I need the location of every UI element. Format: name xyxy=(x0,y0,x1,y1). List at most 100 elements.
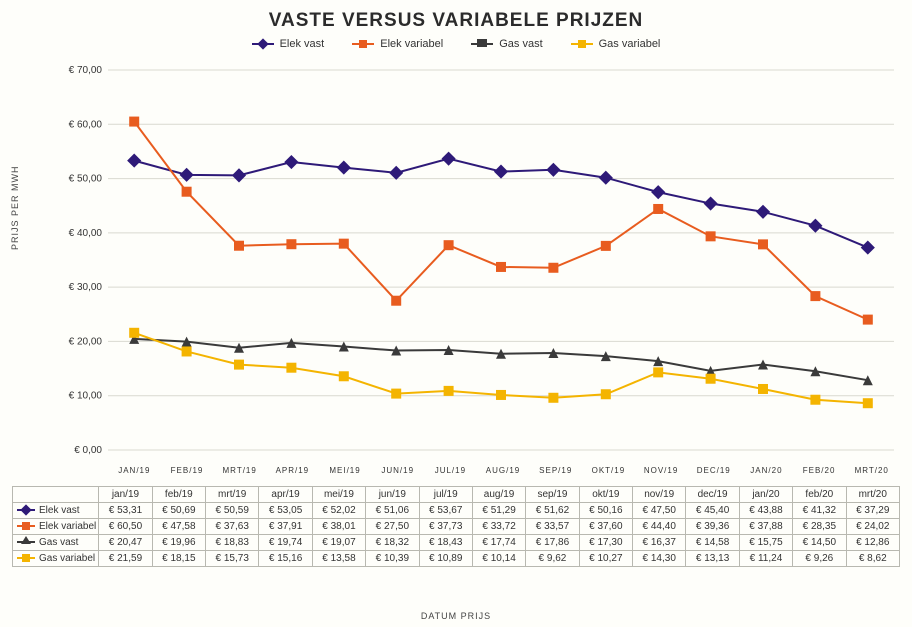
legend-label: Gas variabel xyxy=(599,38,661,50)
data-cell: € 53,05 xyxy=(259,503,312,519)
data-cell: € 14,50 xyxy=(793,535,846,551)
x-tick-label: NOV/19 xyxy=(635,466,688,475)
row-header: Gas vast xyxy=(13,535,99,551)
col-header: sep/19 xyxy=(526,487,579,503)
data-cell: € 33,72 xyxy=(472,519,525,535)
data-cell: € 10,27 xyxy=(579,551,632,567)
chart-title: VASTE VERSUS VARIABELE PRIJZEN xyxy=(0,0,912,32)
table-row: Gas variabel€ 21,59€ 18,15€ 15,73€ 15,16… xyxy=(13,551,900,567)
data-cell: € 17,30 xyxy=(579,535,632,551)
svg-text:€ 70,00: € 70,00 xyxy=(69,65,103,76)
col-header: mrt/20 xyxy=(846,487,899,503)
data-cell: € 50,16 xyxy=(579,503,632,519)
legend-item-elek-variabel: Elek variabel xyxy=(352,38,443,50)
series-marker-icon xyxy=(17,525,35,527)
svg-text:€ 60,00: € 60,00 xyxy=(69,119,103,130)
data-cell: € 37,63 xyxy=(206,519,259,535)
data-cell: € 37,88 xyxy=(739,519,792,535)
data-cell: € 51,06 xyxy=(366,503,419,519)
svg-text:€ 30,00: € 30,00 xyxy=(69,282,103,293)
data-cell: € 17,86 xyxy=(526,535,579,551)
data-cell: € 15,75 xyxy=(739,535,792,551)
data-cell: € 50,59 xyxy=(206,503,259,519)
x-tick-label: DEC/19 xyxy=(687,466,740,475)
data-cell: € 13,13 xyxy=(686,551,739,567)
series-marker-icon xyxy=(17,557,35,559)
x-tick-label: FEB/20 xyxy=(793,466,846,475)
data-cell: € 18,32 xyxy=(366,535,419,551)
legend-label: Elek variabel xyxy=(380,38,443,50)
data-cell: € 53,67 xyxy=(419,503,472,519)
square-marker-icon xyxy=(352,43,374,45)
x-tick-label: MRT/20 xyxy=(845,466,898,475)
legend-item-gas-variabel: Gas variabel xyxy=(571,38,661,50)
data-cell: € 15,73 xyxy=(206,551,259,567)
col-header: apr/19 xyxy=(259,487,312,503)
y-axis-label: PRIJS PER MWH xyxy=(10,165,20,250)
data-cell: € 37,29 xyxy=(846,503,899,519)
data-cell: € 53,31 xyxy=(99,503,152,519)
col-header: jan/19 xyxy=(99,487,152,503)
data-cell: € 33,57 xyxy=(526,519,579,535)
data-cell: € 45,40 xyxy=(686,503,739,519)
data-cell: € 37,60 xyxy=(579,519,632,535)
data-cell: € 12,86 xyxy=(846,535,899,551)
x-tick-label: MEI/19 xyxy=(319,466,372,475)
col-header: aug/19 xyxy=(472,487,525,503)
data-cell: € 52,02 xyxy=(312,503,365,519)
chart-plot-area: € 0,00€ 10,00€ 20,00€ 30,00€ 40,00€ 50,0… xyxy=(58,64,898,464)
data-cell: € 10,39 xyxy=(366,551,419,567)
data-cell: € 14,58 xyxy=(686,535,739,551)
x-tick-label: FEB/19 xyxy=(161,466,214,475)
data-cell: € 18,15 xyxy=(152,551,205,567)
data-cell: € 39,36 xyxy=(686,519,739,535)
x-axis-labels: JAN/19FEB/19MRT/19APR/19MEI/19JUN/19JUL/… xyxy=(58,466,898,475)
data-cell: € 51,29 xyxy=(472,503,525,519)
x-tick-label: JUL/19 xyxy=(424,466,477,475)
data-cell: € 16,37 xyxy=(633,535,686,551)
col-header: dec/19 xyxy=(686,487,739,503)
x-tick-label: JUN/19 xyxy=(371,466,424,475)
legend-item-elek-vast: Elek vast xyxy=(252,38,325,50)
svg-text:€ 40,00: € 40,00 xyxy=(69,228,103,239)
data-cell: € 14,30 xyxy=(633,551,686,567)
data-cell: € 37,91 xyxy=(259,519,312,535)
data-cell: € 19,07 xyxy=(312,535,365,551)
data-cell: € 9,26 xyxy=(793,551,846,567)
data-cell: € 19,74 xyxy=(259,535,312,551)
data-cell: € 10,14 xyxy=(472,551,525,567)
data-cell: € 44,40 xyxy=(633,519,686,535)
data-cell: € 28,35 xyxy=(793,519,846,535)
data-table: jan/19feb/19mrt/19apr/19mei/19jun/19jul/… xyxy=(12,486,900,567)
table-row: Elek variabel€ 60,50€ 47,58€ 37,63€ 37,9… xyxy=(13,519,900,535)
series-marker-icon xyxy=(17,509,35,511)
data-cell: € 21,59 xyxy=(99,551,152,567)
data-cell: € 15,16 xyxy=(259,551,312,567)
data-cell: € 43,88 xyxy=(739,503,792,519)
data-cell: € 19,96 xyxy=(152,535,205,551)
svg-text:€ 10,00: € 10,00 xyxy=(69,391,103,402)
data-cell: € 24,02 xyxy=(846,519,899,535)
x-tick-label: OKT/19 xyxy=(582,466,635,475)
x-tick-label: MRT/19 xyxy=(213,466,266,475)
table-header-row: jan/19feb/19mrt/19apr/19mei/19jun/19jul/… xyxy=(13,487,900,503)
svg-text:€ 20,00: € 20,00 xyxy=(69,336,103,347)
col-header: jun/19 xyxy=(366,487,419,503)
col-header: feb/19 xyxy=(152,487,205,503)
legend-label: Elek vast xyxy=(280,38,325,50)
series-marker-icon xyxy=(17,541,35,543)
x-tick-label: JAN/20 xyxy=(740,466,793,475)
row-header: Elek variabel xyxy=(13,519,99,535)
data-cell: € 38,01 xyxy=(312,519,365,535)
data-cell: € 41,32 xyxy=(793,503,846,519)
col-header: jul/19 xyxy=(419,487,472,503)
col-header: mei/19 xyxy=(312,487,365,503)
data-cell: € 50,69 xyxy=(152,503,205,519)
legend-label: Gas vast xyxy=(499,38,542,50)
x-tick-label: JAN/19 xyxy=(108,466,161,475)
svg-text:€ 0,00: € 0,00 xyxy=(74,445,102,456)
data-cell: € 47,50 xyxy=(633,503,686,519)
data-cell: € 13,58 xyxy=(312,551,365,567)
row-header: Gas variabel xyxy=(13,551,99,567)
x-tick-label: AUG/19 xyxy=(477,466,530,475)
